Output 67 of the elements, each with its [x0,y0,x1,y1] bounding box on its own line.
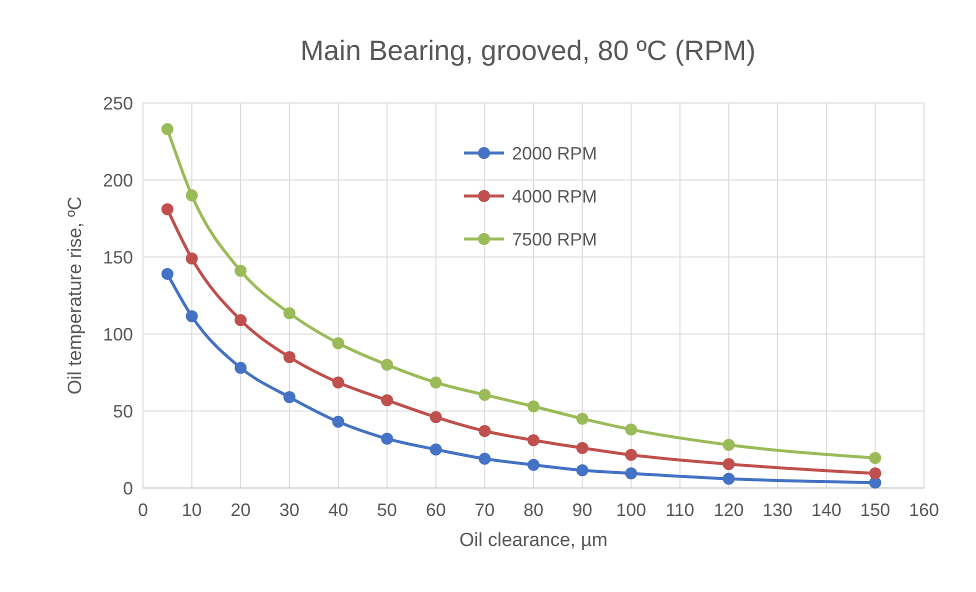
point [625,467,638,480]
point [576,442,588,454]
x-tick-label: 130 [762,500,793,520]
point [528,400,540,412]
point [283,307,296,320]
point [869,467,882,480]
x-tick-label: 20 [230,500,251,520]
point [332,416,344,428]
point [478,388,491,401]
point [576,464,588,476]
x-tick-label: 60 [426,500,446,520]
point [576,412,588,425]
point [528,434,540,446]
y-axis-title: Oil temperature rise, ºC [65,196,86,395]
point [186,310,198,322]
x-tick-label: 50 [377,500,398,520]
point [332,376,344,389]
y-tick-label: 50 [112,401,133,422]
y-tick-label: 250 [102,93,133,114]
point [381,394,394,406]
x-tick-label: 10 [182,500,202,520]
legend-label: 4000 RPM [512,186,598,206]
legend-label: 7500 RPM [512,229,598,250]
point [381,358,394,371]
x-tick-label: 90 [572,500,592,520]
point [478,425,491,438]
point [283,351,296,364]
point [161,123,174,136]
point [186,252,198,265]
y-tick-label: 150 [102,247,133,268]
x-tick-label: 160 [908,500,940,520]
chart-title: Main Bearing, grooved, 80 ºC (RPM) [300,35,756,66]
x-tick-label: 110 [666,500,694,520]
x-tick-label: 150 [860,500,890,520]
legend-label: 2000 RPM [512,143,598,164]
x-tick-label: 30 [279,500,300,520]
x-tick-label: 80 [523,500,544,520]
x-tick-label: 40 [328,500,348,520]
point [381,432,394,445]
point [722,438,735,451]
point [625,448,638,461]
x-tick-label: 70 [474,500,495,520]
x-tick-label: 0 [138,500,148,520]
point [186,189,198,202]
point [478,452,491,465]
point [430,376,442,389]
point [161,268,174,280]
point [161,203,174,216]
y-tick-label: 200 [102,170,133,190]
point [283,391,296,404]
point [234,362,247,374]
point [869,452,882,464]
point [722,472,735,485]
y-tick-label: 0 [122,478,133,498]
point [234,314,247,326]
x-tick-label: 140 [811,500,842,520]
point [722,458,735,470]
x-tick-label: 120 [714,500,744,520]
point [234,264,247,277]
point [332,337,344,350]
point [528,458,540,471]
x-axis-title: Oil clearance, µm [459,530,608,551]
point [625,423,638,436]
point [430,411,442,424]
y-tick-label: 100 [102,324,133,344]
point [430,444,442,456]
x-tick-label: 100 [616,500,646,520]
